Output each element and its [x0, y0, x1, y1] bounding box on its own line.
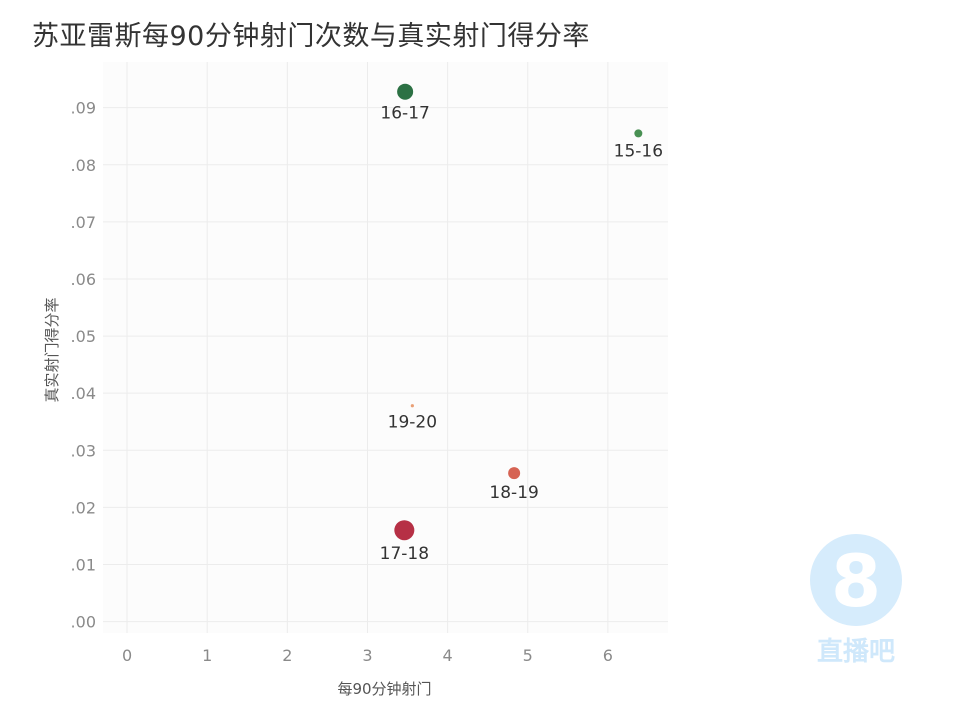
- data-point: [508, 467, 521, 480]
- data-label: 18-19: [489, 483, 538, 503]
- y-tick-label: .00: [71, 613, 96, 632]
- data-label: 16-17: [380, 104, 429, 124]
- y-axis-title: 真实射门得分率: [43, 297, 61, 402]
- x-tick-label: 2: [282, 646, 292, 665]
- y-tick-label: .07: [71, 213, 96, 232]
- watermark-circle: [810, 534, 902, 626]
- y-tick-label: .02: [71, 498, 96, 517]
- y-tick-label: .01: [71, 555, 96, 574]
- x-tick-label: 1: [202, 646, 212, 665]
- y-tick-label: .06: [71, 270, 96, 289]
- y-tick-label: .04: [71, 384, 96, 403]
- x-tick-label: 6: [603, 646, 613, 665]
- data-point: [410, 404, 414, 408]
- data-point: [397, 83, 414, 100]
- watermark-glyph: 8: [831, 539, 881, 623]
- x-tick-label: 0: [122, 646, 132, 665]
- y-tick-label: .05: [71, 327, 96, 346]
- x-tick-label: 5: [523, 646, 533, 665]
- watermark-logo: 8 直播吧: [810, 534, 902, 667]
- x-tick-label: 4: [443, 646, 453, 665]
- y-tick-label: .09: [71, 99, 96, 118]
- x-axis-title: 每90分钟射门: [337, 680, 431, 698]
- data-label: 15-16: [614, 141, 663, 161]
- data-point: [634, 129, 643, 138]
- data-label: 19-20: [388, 413, 437, 433]
- x-tick-label: 3: [362, 646, 372, 665]
- data-label: 17-18: [380, 544, 429, 564]
- y-tick-label: .08: [71, 156, 96, 175]
- chart-title: 苏亚雷斯每90分钟射门次数与真实射门得分率: [32, 21, 590, 52]
- y-tick-label: .03: [71, 441, 96, 460]
- data-point: [394, 520, 415, 541]
- watermark-text: 直播吧: [817, 637, 895, 667]
- plot-area: [103, 62, 668, 633]
